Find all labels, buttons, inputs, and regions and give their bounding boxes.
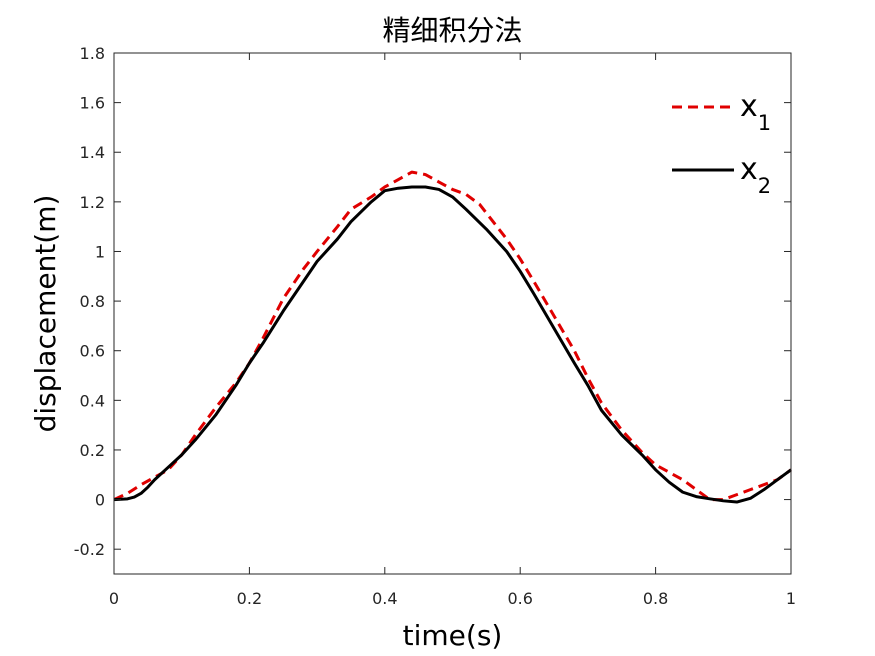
series-layer xyxy=(113,170,792,504)
chart-title: 精细积分法 xyxy=(382,14,522,47)
y-tick-label: 0.4 xyxy=(80,391,105,410)
series-line-1 xyxy=(113,170,792,502)
legend-label-subscript: 2 xyxy=(758,174,771,198)
y-tick-label: 1.6 xyxy=(80,94,105,113)
y-tick-label: 1.2 xyxy=(80,193,105,212)
y-axis-label: displacement(m) xyxy=(29,195,62,433)
series-line-2 xyxy=(113,185,792,504)
x-tick-label: 0 xyxy=(109,589,119,608)
y-tick-label: 0.6 xyxy=(80,342,105,361)
y-axis-ticks: -0.2 0 0.2 0.4 0.6 0.8 1 1.2 1.4 1.6 1.8 xyxy=(74,44,791,559)
x-tick-label: 0.2 xyxy=(237,589,262,608)
legend-label-subscript: 1 xyxy=(758,111,771,135)
y-tick-label: -0.2 xyxy=(74,540,105,559)
y-tick-label: 1 xyxy=(95,242,105,261)
axes-layer xyxy=(113,52,792,575)
y-tick-label: 1.4 xyxy=(80,143,105,162)
x-tick-label: 0.8 xyxy=(643,589,668,608)
y-tick-label: 0.8 xyxy=(80,292,105,311)
x-tick-label: 0.4 xyxy=(372,589,397,608)
y-tick-label: 0.2 xyxy=(80,441,105,460)
x-tick-label: 1 xyxy=(786,589,796,608)
x-axis-ticks: 0 0.2 0.4 0.6 0.8 1 xyxy=(109,53,796,608)
axes-box xyxy=(113,52,792,575)
x-axis-label: time(s) xyxy=(403,619,503,652)
x-tick-label: 0.6 xyxy=(507,589,532,608)
y-tick-label: 0 xyxy=(95,491,105,510)
y-tick-label: 1.8 xyxy=(80,44,105,63)
